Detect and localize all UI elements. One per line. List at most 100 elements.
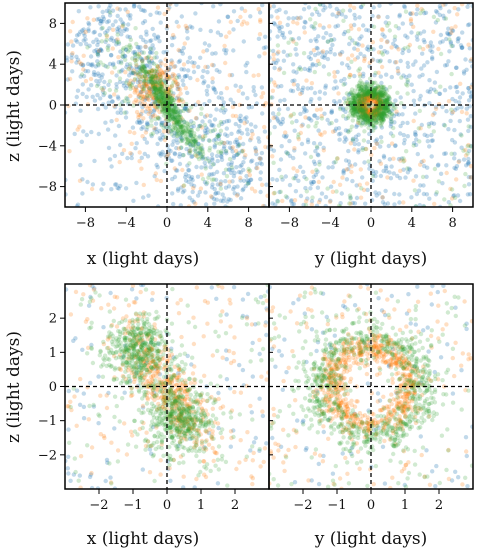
data-point: [398, 158, 403, 163]
data-point: [112, 394, 118, 399]
data-point: [218, 313, 223, 318]
data-point: [375, 107, 380, 112]
data-point: [197, 149, 203, 154]
data-point: [176, 120, 182, 125]
data-point: [184, 26, 189, 31]
data-point: [69, 39, 74, 44]
data-point: [201, 49, 206, 54]
data-point: [291, 16, 296, 21]
data-point: [453, 24, 458, 29]
data-point: [426, 124, 432, 129]
data-point: [188, 176, 194, 181]
data-point: [365, 44, 371, 49]
data-point: [151, 82, 157, 88]
data-point: [251, 440, 257, 445]
data-point: [160, 92, 165, 98]
data-point: [174, 115, 179, 120]
data-point: [184, 120, 189, 126]
data-point: [372, 110, 377, 115]
data-point: [159, 94, 165, 100]
data-point: [137, 159, 142, 164]
data-point: [84, 41, 89, 47]
data-point: [88, 380, 93, 386]
data-point: [291, 176, 296, 181]
data-point: [219, 96, 225, 101]
data-point: [96, 39, 101, 45]
data-point: [374, 111, 379, 116]
data-point: [248, 138, 253, 143]
data-point: [287, 30, 293, 35]
data-point: [132, 418, 137, 423]
data-point: [91, 30, 96, 35]
data-point: [133, 26, 138, 31]
data-point: [466, 124, 471, 129]
data-point: [365, 187, 370, 193]
data-point: [463, 153, 469, 158]
data-point: [392, 120, 397, 125]
data-point: [260, 111, 265, 116]
data-point: [257, 396, 262, 401]
data-point: [166, 155, 172, 161]
data-point: [347, 8, 353, 13]
data-point: [363, 92, 369, 97]
data-point: [459, 105, 464, 110]
data-point: [440, 104, 445, 110]
data-point: [179, 125, 184, 130]
data-point: [364, 97, 369, 103]
data-point: [364, 93, 369, 98]
data-point: [405, 134, 410, 139]
data-point: [138, 45, 143, 50]
data-point: [166, 105, 172, 110]
data-point: [170, 132, 175, 137]
data-point: [452, 140, 458, 145]
data-point: [225, 14, 231, 20]
data-point: [148, 93, 153, 98]
data-point: [202, 373, 207, 378]
data-point: [135, 44, 140, 50]
data-point: [220, 285, 225, 290]
data-point: [188, 381, 193, 386]
data-point: [432, 111, 437, 116]
data-point: [229, 160, 234, 165]
data-point: [152, 79, 158, 84]
data-point: [139, 66, 144, 71]
data-point: [292, 148, 297, 153]
data-point: [176, 114, 181, 120]
data-point: [357, 108, 363, 113]
data-point: [290, 88, 296, 94]
data-point: [106, 19, 112, 24]
data-point: [168, 100, 173, 105]
data-point: [286, 40, 291, 45]
data-point: [240, 149, 245, 154]
data-point: [177, 96, 182, 101]
data-point: [159, 120, 164, 125]
data-point: [174, 121, 179, 127]
data-point: [148, 110, 153, 115]
data-point: [364, 108, 369, 113]
data-point: [139, 98, 144, 103]
data-point: [430, 138, 435, 143]
data-point: [188, 75, 193, 81]
data-point: [361, 187, 367, 193]
data-point: [359, 98, 364, 104]
data-point: [147, 93, 153, 99]
data-point: [256, 36, 262, 41]
data-point: [261, 459, 266, 465]
data-point: [144, 89, 149, 94]
data-point: [466, 161, 471, 167]
data-point: [231, 285, 237, 290]
data-point: [312, 113, 317, 118]
data-point: [148, 76, 153, 82]
data-point: [123, 86, 128, 91]
data-point: [341, 107, 346, 113]
data-point: [243, 63, 248, 68]
data-point: [299, 141, 305, 147]
data-point: [203, 202, 209, 207]
data-point: [153, 171, 158, 176]
data-point: [136, 64, 142, 70]
data-point: [175, 121, 180, 126]
data-point: [140, 75, 145, 80]
data-point: [371, 98, 377, 104]
data-point: [158, 89, 164, 95]
data-point: [332, 99, 337, 104]
